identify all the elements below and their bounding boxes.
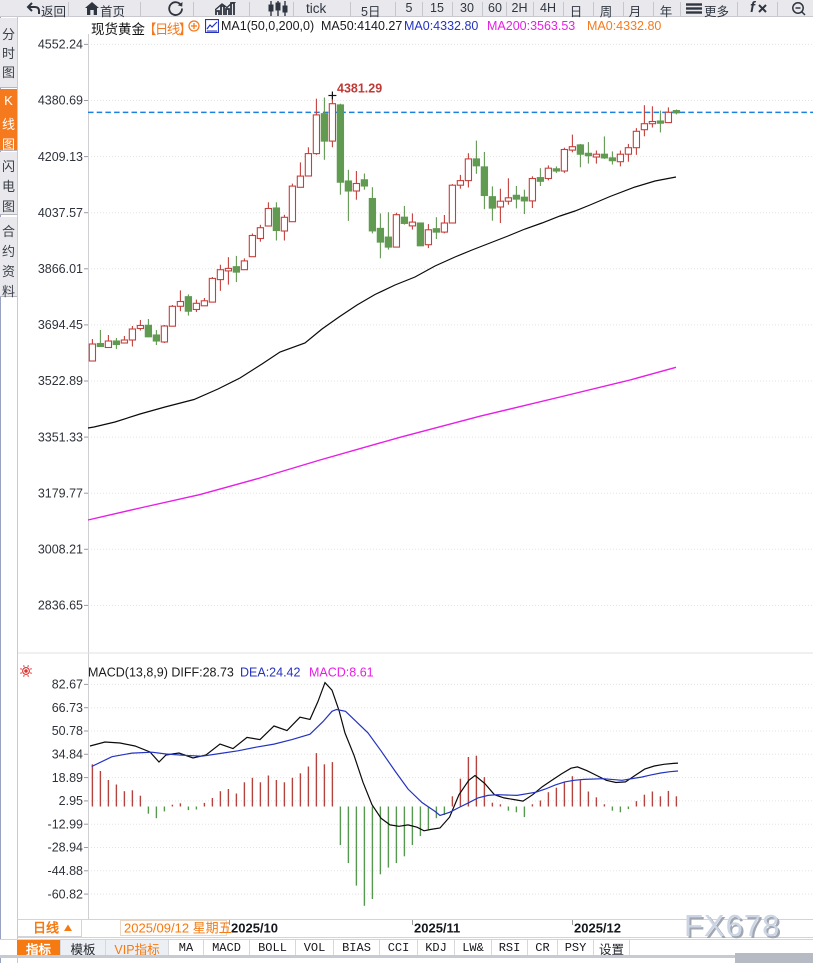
svg-text:MACD:8.61: MACD:8.61 [309, 666, 374, 680]
svg-text:3694.45: 3694.45 [38, 318, 83, 332]
svg-text:MACD(13,8,9) DIFF:28.73: MACD(13,8,9) DIFF:28.73 [88, 666, 234, 680]
svg-text:82.67: 82.67 [52, 678, 83, 692]
svg-text:2025/09/12 星期五: 2025/09/12 星期五 [124, 921, 232, 936]
svg-text:4552.24: 4552.24 [38, 38, 83, 52]
svg-text:-60.82: -60.82 [48, 887, 83, 901]
svg-text:4037.57: 4037.57 [38, 206, 83, 220]
svg-text:2025/10: 2025/10 [231, 921, 278, 936]
svg-text:3866.01: 3866.01 [38, 262, 83, 276]
svg-text:3351.33: 3351.33 [38, 430, 83, 444]
svg-text:3522.89: 3522.89 [38, 374, 83, 388]
svg-text:50.78: 50.78 [52, 724, 83, 738]
svg-text:2025/11: 2025/11 [414, 921, 460, 936]
svg-text:2025/12: 2025/12 [574, 921, 621, 936]
svg-text:2836.65: 2836.65 [38, 599, 83, 613]
svg-text:34.84: 34.84 [52, 748, 83, 762]
svg-text:DEA:24.42: DEA:24.42 [240, 666, 301, 680]
svg-text:4381.29: 4381.29 [337, 82, 382, 96]
svg-text:4209.13: 4209.13 [38, 150, 83, 164]
svg-text:-44.88: -44.88 [48, 864, 83, 878]
svg-text:18.89: 18.89 [52, 771, 83, 785]
svg-text:4380.69: 4380.69 [38, 94, 83, 108]
svg-text:3008.21: 3008.21 [38, 543, 83, 557]
svg-text:FX678: FX678 [684, 908, 780, 943]
svg-text:3179.77: 3179.77 [38, 486, 83, 500]
svg-text:-28.94: -28.94 [48, 841, 83, 855]
svg-text:-12.99: -12.99 [48, 817, 83, 831]
svg-text:66.73: 66.73 [52, 701, 83, 715]
svg-text:日线: 日线 [33, 921, 59, 936]
svg-text:2.95: 2.95 [59, 794, 83, 808]
